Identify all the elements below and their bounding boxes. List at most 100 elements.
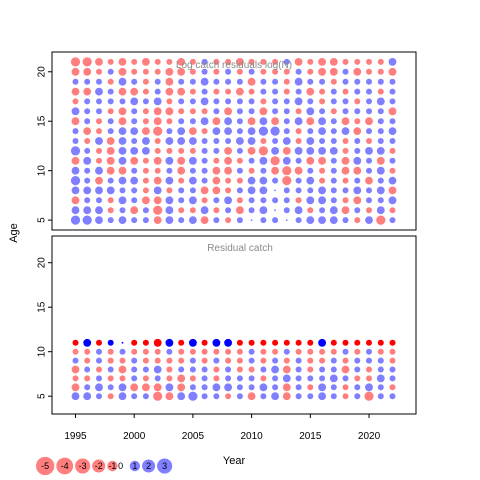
residual-bubble — [118, 107, 127, 116]
residual-bubble — [353, 196, 362, 205]
residual-bubble — [248, 207, 255, 214]
residual-bubble — [272, 177, 279, 184]
residual-bubble — [236, 217, 243, 224]
residual-bubble — [154, 375, 161, 382]
residual-bubble — [131, 167, 138, 174]
residual-bubble — [201, 58, 208, 65]
residual-bubble — [131, 217, 138, 224]
residual-bubble — [271, 146, 280, 155]
residual-bubble — [272, 197, 279, 204]
residual-bubble — [236, 157, 243, 164]
residual-bubble — [365, 146, 373, 155]
residual-bubble — [318, 156, 327, 165]
residual-bubble — [377, 393, 384, 400]
legend-label: -5 — [41, 461, 49, 471]
residual-bubble — [306, 107, 315, 116]
residual-bubble — [166, 348, 173, 355]
residual-bubble — [282, 392, 291, 401]
residual-bubble — [259, 176, 268, 185]
residual-bubble — [84, 366, 91, 373]
residual-bubble — [118, 166, 127, 175]
residual-bubble — [84, 98, 91, 105]
residual-bubble — [271, 365, 280, 374]
y-tick-label: 15 — [37, 115, 48, 127]
residual-bubble — [282, 156, 291, 165]
residual-bubble — [388, 196, 397, 205]
residual-bubble — [70, 175, 81, 186]
residual-bubble — [165, 216, 174, 225]
residual-bubble — [388, 67, 397, 76]
residual-bubble — [107, 339, 114, 346]
residual-bubble — [283, 98, 290, 105]
residual-bubble — [236, 147, 243, 154]
residual-bubble — [260, 88, 267, 95]
residual-bubble — [84, 138, 91, 144]
residual-bubble — [153, 107, 162, 116]
residual-bubble — [329, 216, 338, 225]
residual-bubble — [319, 348, 326, 355]
residual-bubble — [165, 67, 174, 76]
residual-bubble — [330, 138, 337, 144]
residual-bubble — [178, 348, 185, 355]
x-axis-label: Year — [223, 455, 246, 467]
residual-bubble — [283, 348, 290, 355]
residual-bubble — [189, 187, 196, 194]
residual-bubble — [201, 197, 208, 204]
residual-bubble — [188, 338, 197, 347]
residual-bubble — [318, 196, 327, 205]
residual-bubble — [178, 177, 185, 184]
residual-bubble — [376, 97, 385, 106]
residual-bubble — [96, 98, 102, 105]
residual-bubble — [248, 357, 255, 364]
residual-bubble — [366, 68, 372, 75]
residual-bubble — [71, 166, 80, 175]
residual-bubble — [319, 88, 326, 95]
residual-bubble — [330, 167, 337, 174]
residual-bubble — [83, 156, 92, 165]
residual-bubble — [107, 348, 114, 355]
residual-bubble — [154, 357, 161, 364]
residual-bubble — [330, 88, 337, 95]
residual-bubble — [236, 108, 243, 115]
residual-bubble — [283, 357, 290, 364]
legend-bubble — [142, 459, 156, 473]
top-panel: Log catch residuals log(N) 5 10 15 20 — [37, 51, 417, 231]
residual-bubble — [272, 339, 279, 346]
residual-bubble — [212, 186, 221, 195]
residual-bubble — [213, 98, 220, 105]
residual-bubble — [177, 166, 186, 175]
residual-bubble — [95, 206, 103, 215]
residual-bubble — [107, 58, 114, 65]
residual-bubble — [330, 366, 337, 373]
residual-bubble — [72, 98, 79, 105]
residual-bubble — [248, 58, 255, 65]
residual-bubble — [165, 87, 174, 96]
residual-bubble — [294, 97, 303, 106]
residual-bubble — [106, 137, 115, 145]
residual-bubble — [212, 383, 221, 392]
residual-bubble — [224, 107, 233, 116]
residual-bubble — [225, 366, 232, 373]
residual-bubble — [131, 78, 138, 85]
residual-bubble — [307, 167, 314, 174]
residual-bubble — [235, 87, 244, 96]
residual-bubble — [118, 146, 127, 155]
residual-bubble — [272, 138, 279, 144]
residual-bubble — [142, 177, 149, 184]
residual-bubble — [177, 383, 186, 392]
residual-bubble — [366, 197, 372, 204]
residual-bubble — [295, 375, 302, 382]
residual-bubble — [131, 58, 138, 65]
residual-bubble — [107, 128, 114, 135]
residual-bubble — [107, 366, 114, 373]
residual-bubble — [141, 196, 150, 205]
residual-bubble — [118, 117, 127, 126]
residual-bubble — [307, 366, 314, 373]
residual-bubble — [178, 339, 185, 346]
residual-bubble — [201, 393, 208, 400]
residual-bubble — [389, 138, 396, 144]
residual-bubble — [225, 348, 232, 355]
residual-bubble — [213, 58, 220, 65]
residual-bubble — [165, 77, 174, 86]
residual-bubble — [307, 348, 314, 355]
